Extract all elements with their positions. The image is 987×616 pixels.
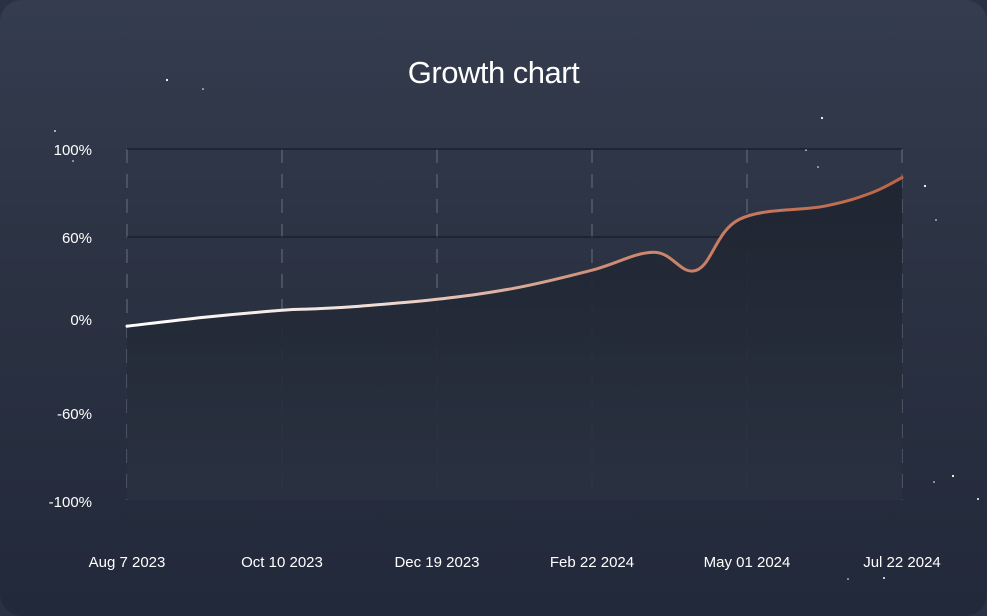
y-tick-label: 60% [62,230,92,247]
background-stars [54,78,979,580]
y-tick-label: 100% [54,142,92,159]
y-tick-label: 0% [70,312,92,329]
series-line [125,176,904,328]
x-tick-label: Feb 22 2024 [550,554,634,571]
y-tick-label: -100% [49,494,92,511]
y-axis: 100% 60% 0% -60% -100% [49,142,92,511]
x-tick-label: Aug 7 2023 [89,554,166,571]
y-tick-label: -60% [57,406,92,423]
area-fill [127,177,902,500]
x-axis: Aug 7 2023 Oct 10 2023 Dec 19 2023 Feb 22 2… [89,554,941,571]
x-tick-label: May 01 2024 [704,554,791,571]
x-tick-label: Jul 22 2024 [863,554,941,571]
x-tick-label: Oct 10 2023 [241,554,323,571]
chart-title: Growth chart [407,55,580,90]
x-tick-label: Dec 19 2023 [394,554,479,571]
